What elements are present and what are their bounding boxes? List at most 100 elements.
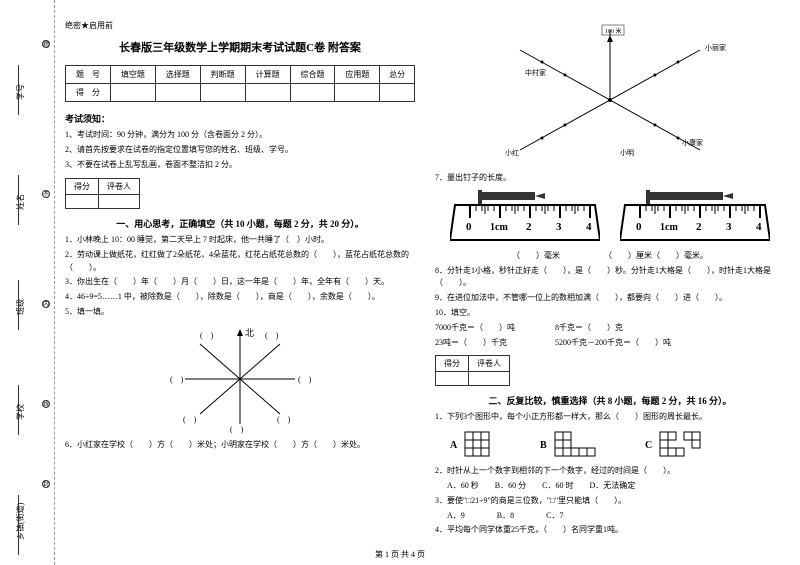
binding-edge: 乡镇(街道) 学校 班级 姓名 学号 封 线 内 不 题 xyxy=(0,0,55,565)
exam-title: 长春版三年级数学上学期期末考试试题C卷 附答案 xyxy=(65,39,415,55)
grader2-score: 得分 xyxy=(436,356,469,372)
svg-text:中村家: 中村家 xyxy=(525,68,546,77)
score-header-row: 题 号 填空题 选择题 判断题 计算题 综合题 应用题 总分 xyxy=(66,66,415,84)
grader-box-2: 得分 评卷人 xyxy=(435,355,510,386)
svg-text:( ): ( ) xyxy=(298,375,312,384)
svg-text:2: 2 xyxy=(696,221,702,233)
tv-4 xyxy=(245,84,290,102)
svg-text:小明: 小明 xyxy=(620,148,634,157)
svg-text:( ): ( ) xyxy=(183,415,197,424)
map-compass: 100 米 小丽家 中村家 小康家 小明 小红 xyxy=(470,20,750,170)
q4: 4．46÷9=5……1 中，被除数是（ ），除数是（ ），商是（ ），余数是（ … xyxy=(65,291,415,304)
svg-text:小康家: 小康家 xyxy=(682,138,703,147)
ruler-1: 0 1cm 2 3 4 xyxy=(450,190,600,245)
q3: 3．你出生在（ ）年（ ）月（ ）日，这一年是（ ）年，全年有（ ）天。 xyxy=(65,276,415,289)
svg-text:100 米: 100 米 xyxy=(605,27,622,35)
svg-text:( ): ( ) xyxy=(230,425,244,434)
ruler-ans-2: （ ）厘米（ ）毫米。 xyxy=(604,251,708,260)
tv-6 xyxy=(335,84,380,102)
svg-text:0: 0 xyxy=(636,221,642,233)
grader-blank1 xyxy=(66,195,99,209)
bind-label-2: 班级 xyxy=(15,299,26,315)
th-3: 判断题 xyxy=(200,66,245,84)
bind-line-0 xyxy=(18,495,19,555)
svg-text:1cm: 1cm xyxy=(660,222,678,233)
q6: 6．小红家在学校（ ）方（ ）米处；小明家在学校（ ）方（ ）米处。 xyxy=(65,439,415,452)
page-content: 绝密★启用前 长春版三年级数学上学期期末考试试题C卷 附答案 题 号 填空题 选… xyxy=(65,20,785,550)
q8: 8．分针走1小格，秒针正好走（ ），是（ ）秒。分针走1大格是（ ），时针走1大… xyxy=(435,265,785,291)
page-footer: 第 1 页 共 4 页 xyxy=(0,549,800,560)
right-column: 100 米 小丽家 中村家 小康家 小明 小红 7．量出钉子的长度。 0 xyxy=(435,20,785,550)
q1: 1．小林晚上 10：00 睡觉，第二天早上 7 时起床，他一共睡了（ ）小时。 xyxy=(65,234,415,247)
svg-text:1cm: 1cm xyxy=(490,222,508,233)
th-7: 总分 xyxy=(380,66,415,84)
exam-notice-heading: 考试须知： xyxy=(65,112,415,125)
svg-text:( ): ( ) xyxy=(277,415,291,424)
score-value-row: 得 分 xyxy=(66,84,415,102)
ruler-2: 0 1cm 2 3 4 xyxy=(620,190,770,245)
q5: 5．填一填。 xyxy=(65,306,415,319)
svg-text:3: 3 xyxy=(556,221,562,233)
svg-text:( ): ( ) xyxy=(265,331,279,340)
notice-2: 2、请首先按要求在试卷的指定位置填写您的姓名、班级、学号。 xyxy=(65,144,415,156)
left-column: 绝密★启用前 长春版三年级数学上学期期末考试试题C卷 附答案 题 号 填空题 选… xyxy=(65,20,415,550)
th-5: 综合题 xyxy=(290,66,335,84)
shape-options: A B C xyxy=(435,426,755,461)
q2: 2．劳动课上做纸花，红红做了2朵纸花，4朵蓝花，红花占纸花总数的（ ），蓝花占纸… xyxy=(65,249,415,275)
grader2-blank2 xyxy=(469,372,510,386)
tv-1 xyxy=(110,84,155,102)
svg-text:小红: 小红 xyxy=(505,148,519,157)
tv-7 xyxy=(380,84,415,102)
grader-box-1: 得分 评卷人 xyxy=(65,178,140,209)
svg-text:3: 3 xyxy=(726,221,732,233)
grader-blank2 xyxy=(99,195,140,209)
score-table: 题 号 填空题 选择题 判断题 计算题 综合题 应用题 总分 得 分 xyxy=(65,65,415,102)
seal-mark-0: 封 xyxy=(42,480,50,488)
bind-label-3: 姓名 xyxy=(15,194,26,210)
bind-line-4 xyxy=(18,65,19,115)
grader2-blank1 xyxy=(436,372,469,386)
bind-label-1: 学校 xyxy=(15,404,26,420)
grader2-person: 评卷人 xyxy=(469,356,510,372)
th-4: 计算题 xyxy=(245,66,290,84)
svg-text:( ): ( ) xyxy=(200,331,214,340)
s2q2-opts: A．60 秒 B．60 分 C．60 时 D．无法确定 xyxy=(435,480,785,493)
bind-line-3 xyxy=(18,175,19,225)
q7: 7．量出钉子的长度。 xyxy=(435,172,785,185)
seal-mark-3: 不 xyxy=(42,190,50,198)
q10-line1: 7000千克＝（ ）吨 8千克＝（ ）克 xyxy=(435,322,785,335)
svg-text:A: A xyxy=(450,440,458,451)
s2q4: 4．平均每个同学体重25千克，（ ）名同学重1吨。 xyxy=(435,524,785,537)
tv-2 xyxy=(155,84,200,102)
bind-label-0: 乡镇(街道) xyxy=(15,503,26,540)
th-1: 填空题 xyxy=(110,66,155,84)
ruler-ans-1: （ ）毫米 xyxy=(512,251,560,260)
bind-line-2 xyxy=(18,280,19,330)
svg-text:B: B xyxy=(540,440,547,451)
svg-text:2: 2 xyxy=(526,221,532,233)
section1-title: 一、用心思考，正确填空（共 10 小题，每题 2 分，共 20 分）。 xyxy=(65,217,415,230)
ruler-group: 0 1cm 2 3 4 xyxy=(435,190,785,245)
tv-5 xyxy=(290,84,335,102)
bind-label-4: 学号 xyxy=(15,84,26,100)
s2q1: 1．下列3个图形中，每个小正方形都一样大，那么（ ）图形的周长最长。 xyxy=(435,411,785,424)
svg-text:4: 4 xyxy=(586,221,592,233)
q10: 10．填空。 xyxy=(435,307,785,320)
bind-line-1 xyxy=(18,385,19,435)
seal-mark-4: 题 xyxy=(42,40,50,48)
compass-diagram: 北 ( ) ( ) ( ) ( ) ( ) ( ) ( ) xyxy=(165,324,315,434)
classification: 绝密★启用前 xyxy=(65,20,415,31)
grader-person: 评卷人 xyxy=(99,179,140,195)
th-2: 选择题 xyxy=(155,66,200,84)
s2q3: 3．要使"□21÷9"的商是三位数，"□"里只能填（ ）。 xyxy=(435,495,785,508)
svg-text:小丽家: 小丽家 xyxy=(705,43,726,52)
north-label: 北 xyxy=(245,328,254,338)
s2q2: 2．时针从上一个数字到相邻的下一个数字，经过的时间是（ ）。 xyxy=(435,465,785,478)
th-6: 应用题 xyxy=(335,66,380,84)
seal-mark-1: 线 xyxy=(42,400,50,408)
s2q3-opts: A．9 B．8 C．7 xyxy=(435,510,785,523)
tv-0: 得 分 xyxy=(66,84,111,102)
section2-title: 二、反复比较，慎重选择（共 8 小题，每题 2 分，共 16 分）。 xyxy=(435,394,785,407)
q9: 9．在进位加法中，不管哪一位上的数相加满（ ），都要向（ ）进（ ）。 xyxy=(435,292,785,305)
ruler-answers: （ ）毫米 （ ）厘米（ ）毫米。 xyxy=(435,250,785,263)
